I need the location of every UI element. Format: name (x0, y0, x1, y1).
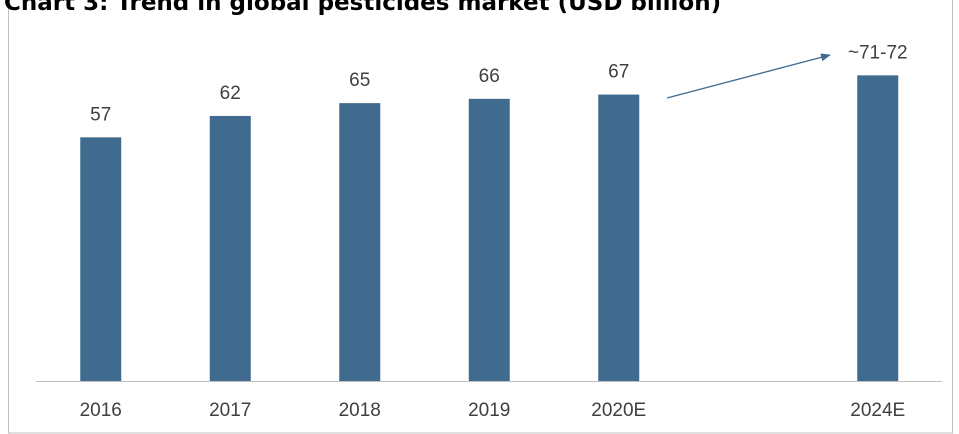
bar (598, 94, 640, 381)
data-label: 62 (220, 83, 241, 104)
x-tick-label: 2019 (468, 400, 510, 421)
x-tick-label: 2016 (80, 400, 122, 421)
bar (209, 115, 251, 381)
bar (468, 98, 510, 381)
trend-arrow (666, 53, 831, 99)
data-label: 66 (479, 66, 500, 87)
bar (857, 75, 899, 382)
chart-frame (8, 0, 953, 434)
data-label: 65 (349, 70, 370, 91)
data-label: 67 (608, 62, 629, 83)
x-tick-label: 2020E (591, 400, 646, 421)
x-tick-label: 2017 (209, 400, 251, 421)
data-label: 57 (90, 104, 111, 125)
x-tick-label: 2018 (339, 400, 381, 421)
bar (339, 103, 381, 381)
data-label: ~71-72 (848, 42, 908, 63)
x-tick-label: 2024E (850, 400, 905, 421)
chart-title: Chart 3: Trend in global pesticides mark… (4, 0, 721, 16)
bar (80, 137, 122, 381)
